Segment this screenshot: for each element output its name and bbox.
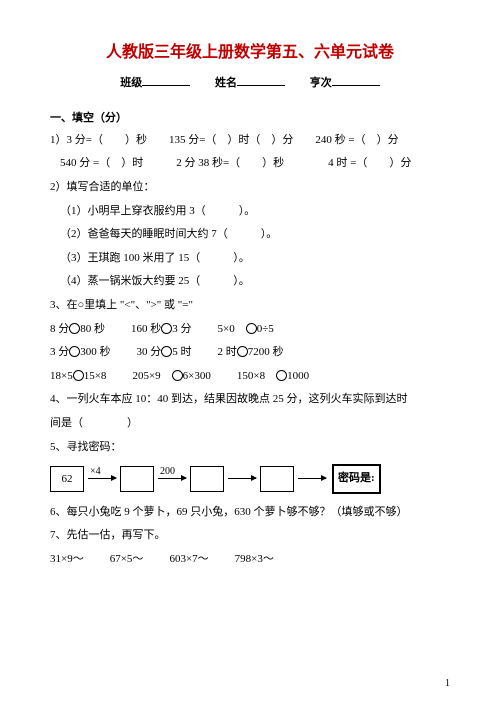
q2-1: （1）小明早上穿衣服约用 3（ ）。 [50,203,450,221]
q3-row-2: 3 分300 秒 30 分5 时 2 时7200 秒 [50,344,450,362]
class-blank[interactable] [142,74,190,86]
q4-line-a: 4、一列火车本应 10：40 到达，结果因故晚点 25 分，这列火车实际到达时 [50,391,450,409]
flow-box[interactable] [190,466,224,492]
q4-line-b: 间是（ ） [50,415,450,433]
q7-b: 67×5～ [110,551,144,569]
q3-head: 3、在○里填上 "<"、">" 或 "=" [50,297,450,315]
q7-row: 31×9～ 67×5～ 603×7～ 798×3～ [50,551,450,569]
flow-start-box: 62 [50,466,84,492]
q1-line-a: 1）3 分=（ ）秒 135 分=（ ）时（ ）分 240 秒 =（ ）分 [50,132,450,150]
q5-head: 5、寻找密码： [50,439,450,457]
compare-circle[interactable] [69,346,80,357]
flow-box[interactable] [260,466,294,492]
compare-circle[interactable] [237,346,248,357]
q2-3: （3）王琪跑 100 米用了 15（ ）。 [50,250,450,268]
compare-circle[interactable] [276,370,287,381]
flow-arrow: 200 [158,478,186,479]
compare-circle[interactable] [73,370,84,381]
q7-c: 603×7～ [169,551,208,569]
compare-circle[interactable] [69,323,80,334]
q1-line-b: 540 分 =（ ）时 2 分 38 秒=（ ）秒 4 时 =（ ）分 [50,155,450,173]
header-fill-line: 班级 姓名 亨次 [50,74,450,93]
compare-circle[interactable] [161,346,172,357]
flow-arrow: ×4 [88,478,116,479]
compare-circle[interactable] [161,323,172,334]
q2-4: （4）蒸一锅米饭大约要 25（ ）。 [50,273,450,291]
q2-head: 2）填写合适的单位： [50,179,450,197]
q7-head: 7、先估一估，再写下。 [50,527,450,545]
password-flow: 62 ×4 200 密码是: [50,464,450,494]
class-label: 班级 [120,77,142,89]
q2-2: （2）爸爸每天的睡眠时间大约 7（ ）。 [50,226,450,244]
password-result-box[interactable]: 密码是: [332,464,381,494]
flow-arrow [298,478,326,479]
q3-row-1: 8 分80 秒 160 秒3 分 5×0 0÷5 [50,321,450,339]
exam-title: 人教版三年级上册数学第五、六单元试卷 [50,40,450,66]
section-1-head: 一、填空（分） [50,110,450,128]
name-label: 姓名 [215,77,237,89]
compare-circle[interactable] [172,370,183,381]
q7-d: 798×3～ [235,551,274,569]
order-label: 亨次 [310,77,332,89]
q7-a: 31×9～ [50,551,84,569]
page-number: 1 [445,676,450,692]
flow-arrow [228,478,256,479]
q6-line: 6、每只小兔吃 9 个萝卜，69 只小兔，630 个萝卜够不够？（填够或不够） [50,504,450,522]
q3-row-3: 18×515×8 205×9 6×300 150×8 1000 [50,368,450,386]
name-blank[interactable] [237,74,285,86]
order-blank[interactable] [332,74,380,86]
compare-circle[interactable] [246,323,257,334]
flow-box[interactable] [120,466,154,492]
